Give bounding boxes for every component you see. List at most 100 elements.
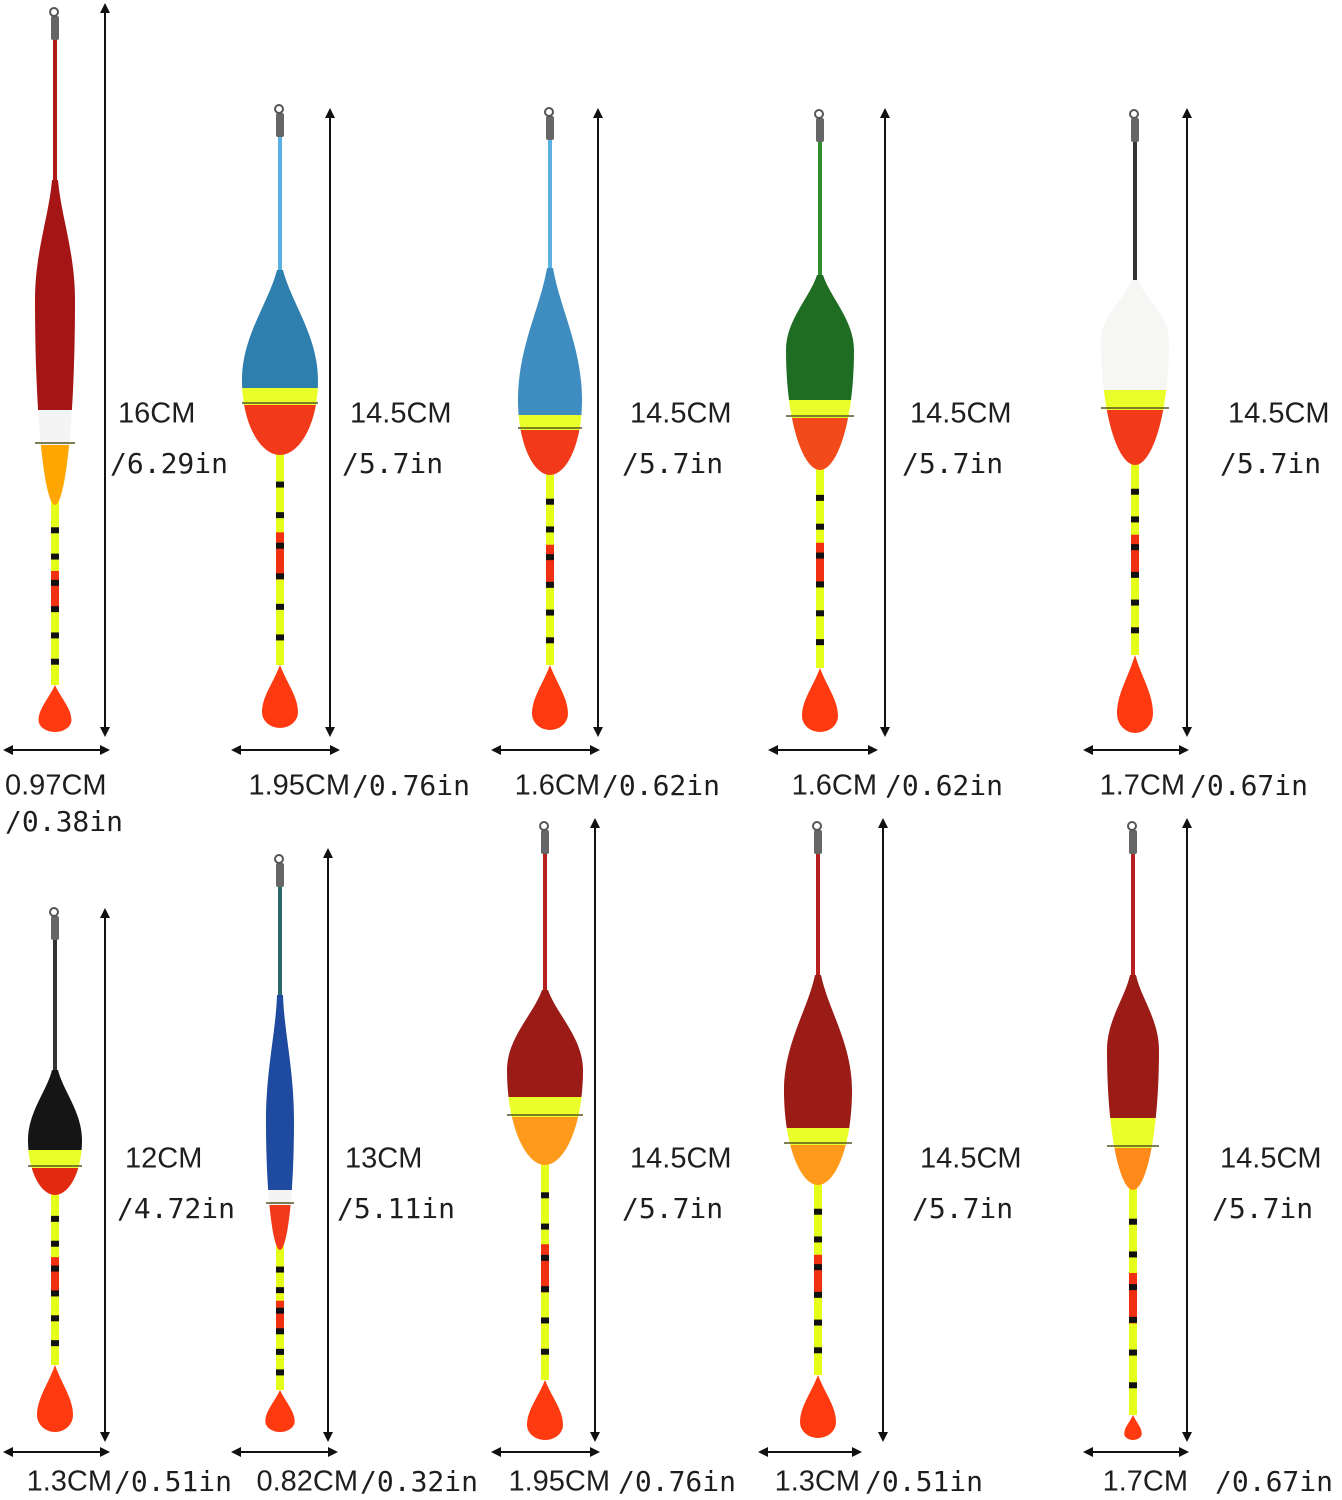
keel-mark bbox=[814, 1208, 822, 1215]
keel-mark bbox=[541, 1192, 549, 1199]
swivel bbox=[541, 830, 549, 854]
width-in-label: /0.51in bbox=[114, 1465, 232, 1498]
eyelet bbox=[49, 7, 59, 17]
keel-mark bbox=[546, 637, 554, 644]
keel-mark bbox=[276, 1328, 284, 1335]
keel-mark bbox=[51, 579, 59, 586]
keel-red bbox=[816, 542, 824, 588]
width-in-label: /0.32in bbox=[360, 1465, 478, 1498]
keel-mark bbox=[546, 581, 554, 588]
float-body bbox=[28, 1150, 82, 1168]
eyelet bbox=[544, 107, 554, 117]
length-label: 14.5CM bbox=[1220, 1143, 1322, 1175]
float bbox=[1101, 109, 1169, 733]
length-in-label: /5.11in bbox=[337, 1192, 455, 1225]
keel-mark bbox=[51, 1340, 59, 1347]
float-body bbox=[242, 270, 318, 388]
float bbox=[518, 107, 582, 730]
eyelet bbox=[539, 821, 549, 831]
keel-mark bbox=[816, 494, 824, 501]
float-body bbox=[1101, 280, 1169, 390]
weight bbox=[527, 1380, 563, 1440]
float-body bbox=[786, 275, 854, 400]
float-body bbox=[784, 975, 852, 1128]
keel-red bbox=[814, 1254, 822, 1298]
float-body bbox=[518, 415, 582, 430]
eyelet bbox=[1129, 109, 1139, 119]
keel-mark bbox=[1129, 1218, 1137, 1225]
float bbox=[265, 854, 295, 1432]
width-label: 1.6CM bbox=[515, 770, 600, 802]
float-body bbox=[38, 410, 72, 445]
float-body bbox=[1103, 390, 1167, 410]
length-in-label: /4.72in bbox=[117, 1192, 235, 1225]
length-label: 14.5CM bbox=[1228, 398, 1330, 430]
keel-mark bbox=[1129, 1316, 1137, 1323]
keel-mark bbox=[541, 1286, 549, 1293]
keel-red bbox=[541, 1244, 549, 1293]
keel-mark bbox=[816, 581, 824, 588]
keel-mark bbox=[51, 527, 59, 534]
keel-mark bbox=[51, 1315, 59, 1322]
width-in-label: /0.38in bbox=[5, 805, 123, 838]
keel-mark bbox=[276, 1266, 284, 1273]
swivel bbox=[276, 863, 284, 887]
float-body bbox=[266, 995, 294, 1190]
float bbox=[28, 907, 82, 1432]
keel-red bbox=[546, 544, 554, 588]
length-label: 12CM bbox=[125, 1143, 202, 1175]
swivel bbox=[51, 916, 59, 940]
keel-mark bbox=[1129, 1251, 1137, 1258]
keel-mark bbox=[276, 1348, 284, 1355]
keel-red bbox=[276, 1300, 284, 1333]
keel-mark bbox=[814, 1264, 822, 1271]
float-body bbox=[507, 990, 583, 1097]
float-body bbox=[789, 400, 851, 418]
eyelet bbox=[274, 854, 284, 864]
keel-mark bbox=[814, 1236, 822, 1243]
width-label: 1.3CM bbox=[775, 1466, 860, 1498]
keel-mark bbox=[276, 481, 284, 488]
keel-mark bbox=[814, 1319, 822, 1326]
float-body bbox=[244, 405, 316, 455]
length-in-label: /5.7in bbox=[1220, 447, 1321, 480]
keel-mark bbox=[276, 542, 284, 549]
keel-mark bbox=[1129, 1284, 1137, 1291]
float bbox=[242, 104, 318, 729]
length-label: 14.5CM bbox=[920, 1143, 1022, 1175]
eyelet bbox=[814, 109, 824, 119]
width-label: 1.6CM bbox=[792, 770, 877, 802]
weight bbox=[265, 1390, 295, 1432]
keel-red bbox=[1129, 1273, 1137, 1324]
weight bbox=[262, 665, 298, 729]
length-in-label: /5.7in bbox=[622, 447, 723, 480]
float-body bbox=[242, 388, 318, 405]
length-label: 16CM bbox=[118, 398, 195, 430]
float-body bbox=[520, 430, 580, 475]
keel-mark bbox=[816, 639, 824, 646]
float-body bbox=[269, 1205, 291, 1250]
swivel bbox=[1129, 830, 1137, 854]
keel-mark bbox=[51, 1215, 59, 1222]
weight bbox=[800, 1375, 837, 1438]
keel-red bbox=[51, 570, 59, 612]
keel-mark bbox=[276, 573, 284, 580]
eyelet bbox=[812, 821, 822, 831]
keel-mark bbox=[541, 1223, 549, 1230]
keel-mark bbox=[816, 552, 824, 559]
width-in-label: /0.51in bbox=[865, 1465, 983, 1498]
keel-mark bbox=[546, 498, 554, 505]
float-body bbox=[508, 1097, 582, 1117]
float-body bbox=[518, 268, 582, 415]
keel-mark bbox=[1131, 571, 1139, 578]
keel-mark bbox=[1129, 1382, 1137, 1389]
length-in-label: /6.29in bbox=[110, 447, 228, 480]
swivel bbox=[51, 16, 59, 40]
float bbox=[1107, 821, 1159, 1440]
width-in-label: /0.76in bbox=[352, 769, 470, 802]
keel-red bbox=[1131, 534, 1139, 578]
swivel bbox=[816, 118, 824, 142]
keel-mark bbox=[51, 632, 59, 639]
width-label: 0.82CM bbox=[256, 1466, 358, 1498]
